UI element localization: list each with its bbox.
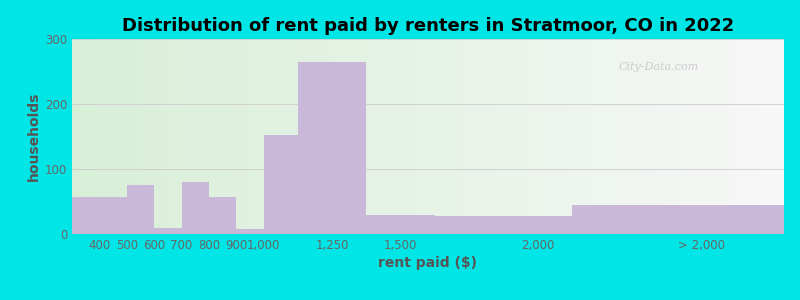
Bar <box>366 214 435 234</box>
Y-axis label: households: households <box>26 92 41 181</box>
Bar <box>572 205 784 234</box>
Bar <box>209 197 236 234</box>
Bar <box>435 217 572 234</box>
Bar <box>236 230 264 234</box>
Text: City-Data.com: City-Data.com <box>618 62 698 72</box>
Bar <box>182 182 209 234</box>
X-axis label: rent paid ($): rent paid ($) <box>378 256 478 270</box>
Bar <box>264 134 298 234</box>
Bar <box>154 227 182 234</box>
Title: Distribution of rent paid by renters in Stratmoor, CO in 2022: Distribution of rent paid by renters in … <box>122 17 734 35</box>
Bar <box>298 62 366 234</box>
Bar <box>126 185 154 234</box>
Bar <box>72 197 126 234</box>
